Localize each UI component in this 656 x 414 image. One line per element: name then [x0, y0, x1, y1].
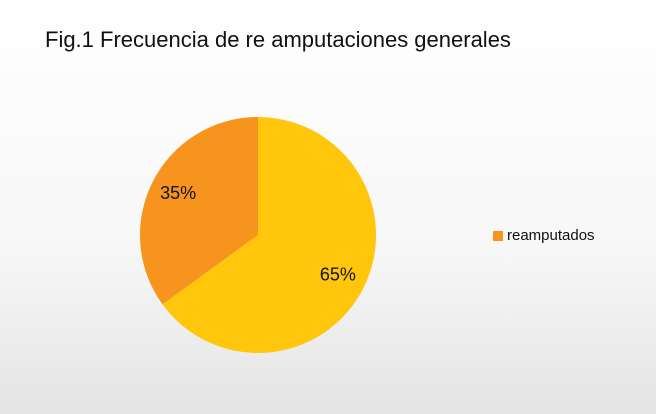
legend-label: reamputados — [507, 227, 595, 244]
data-label: 65% — [320, 264, 356, 284]
legend-swatch — [493, 231, 503, 241]
pie-slice — [139, 117, 258, 305]
data-label: 35% — [160, 183, 196, 203]
chart-title: Fig.1 Frecuencia de re amputaciones gene… — [45, 27, 511, 52]
pie-slice — [162, 117, 376, 353]
